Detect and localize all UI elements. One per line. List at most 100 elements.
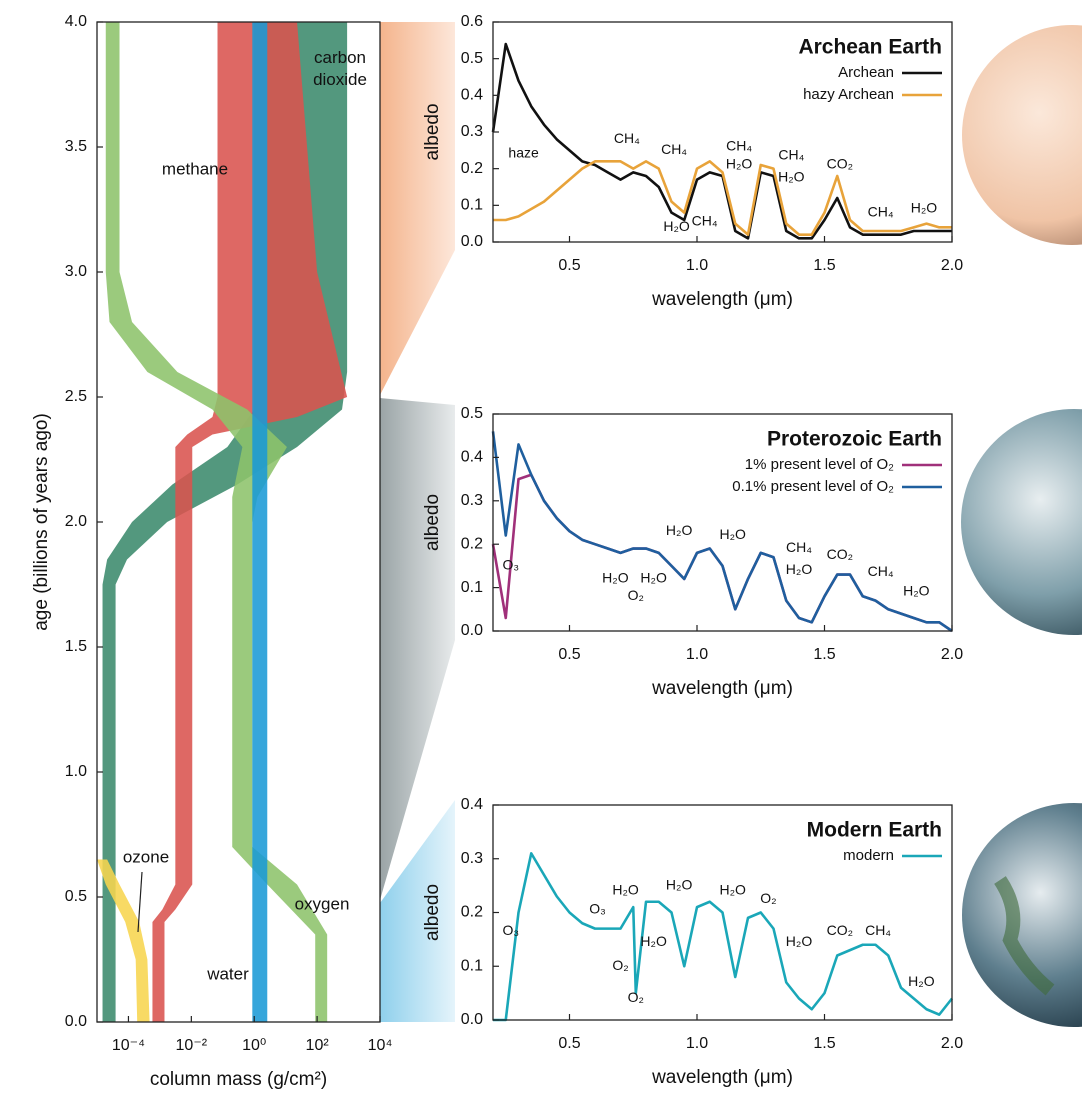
y-tick-label: 0.2: [461, 535, 483, 552]
annotation: O₂: [628, 587, 644, 603]
y-tick-label: 0.3: [461, 123, 483, 140]
band: [252, 22, 268, 1022]
series-label: ozone: [123, 847, 169, 866]
x-tick-label: 2.0: [941, 257, 963, 274]
y-tick-label: 3.5: [65, 138, 87, 155]
x-tick-label: 1.5: [813, 1035, 835, 1052]
y-axis-label: age (billions of years ago): [31, 413, 52, 631]
spectrum-line: [493, 852, 954, 1022]
x-tick-label: 10⁰: [242, 1037, 266, 1054]
y-tick-label: 0.4: [461, 87, 483, 104]
annotation: O₂: [628, 989, 644, 1005]
annotation: CO₂: [827, 546, 853, 562]
legend-label: hazy Archean: [803, 86, 894, 103]
annotation: CH₄: [865, 922, 891, 938]
x-axis-label: wavelength (μm): [651, 678, 793, 699]
annotation: H₂O: [663, 218, 690, 234]
legend-title: Archean Earth: [798, 36, 942, 59]
annotation: O₃: [503, 557, 520, 573]
legend-label: 0.1% present level of O₂: [732, 478, 894, 495]
y-tick-label: 0.0: [461, 233, 483, 250]
y-tick-label: 3.0: [65, 263, 87, 280]
y-tick-label: 0.3: [461, 492, 483, 509]
annotation: H₂O: [640, 933, 667, 949]
x-tick-label: 10⁻²: [176, 1037, 208, 1054]
y-axis-label: albedo: [422, 884, 443, 941]
annotation: O₃: [503, 922, 520, 938]
y-tick-label: 0.1: [461, 957, 483, 974]
annotation: H₂O: [666, 522, 693, 538]
y-axis-label: albedo: [422, 494, 443, 551]
y-tick-label: 2.0: [65, 513, 87, 530]
x-tick-label: 0.5: [558, 646, 580, 663]
annotation: H₂O: [726, 156, 753, 172]
zoom-wedge: [380, 800, 455, 1022]
annotation: CH₄: [868, 563, 894, 579]
annotation: H₂O: [666, 876, 693, 892]
y-tick-label: 0.6: [461, 13, 483, 30]
x-tick-label: 2.0: [941, 1035, 963, 1052]
y-tick-label: 0.2: [461, 160, 483, 177]
legend-title: Proterozoic Earth: [767, 428, 942, 451]
y-tick-label: 0.5: [461, 405, 483, 422]
series-label: carbon dioxide: [313, 48, 367, 89]
annotation: H₂O: [602, 570, 629, 586]
annotation: H₂O: [719, 526, 746, 542]
y-tick-label: 0.4: [461, 796, 483, 813]
legend-label: Archean: [838, 64, 894, 81]
frame: [492, 413, 953, 632]
spectrum-line: [493, 160, 952, 236]
series-label: oxygen: [295, 894, 350, 913]
spectrum-line: [491, 431, 953, 633]
annotation: haze: [508, 145, 539, 161]
y-tick-label: 0.1: [461, 197, 483, 214]
x-axis-label: wavelength (μm): [651, 289, 793, 310]
y-tick-label: 2.5: [65, 388, 87, 405]
annotation: H₂O: [640, 570, 667, 586]
y-tick-label: 0.4: [461, 449, 483, 466]
annotation: CO₂: [827, 156, 853, 172]
annotation: H₂O: [786, 561, 813, 577]
y-tick-label: 0.0: [461, 622, 483, 639]
annotation: CH₄: [661, 141, 687, 157]
y-tick-label: 0.1: [461, 579, 483, 596]
annotation: H₂O: [612, 882, 639, 898]
annotation: CH₄: [868, 203, 894, 219]
annotation: H₂O: [778, 169, 805, 185]
annotation: CH₄: [778, 147, 804, 163]
y-tick-label: 0.3: [461, 850, 483, 867]
annotation: H₂O: [911, 200, 938, 216]
x-tick-label: 2.0: [941, 646, 963, 663]
annotation: H₂O: [719, 882, 746, 898]
zoom-wedge: [380, 398, 455, 900]
band: [105, 22, 328, 1022]
x-tick-label: 0.5: [558, 257, 580, 274]
planet-proterozoic: [961, 409, 1082, 635]
y-tick-label: 0.5: [461, 50, 483, 67]
series-label: water: [206, 964, 249, 983]
y-tick-label: 0.0: [461, 1011, 483, 1028]
annotation: CH₄: [692, 213, 718, 229]
plot-area: [493, 414, 952, 631]
y-axis-label: albedo: [422, 103, 443, 160]
planet-modern: [962, 803, 1082, 1027]
ozone-leader: [137, 871, 143, 933]
x-axis-label: wavelength (μm): [651, 1067, 793, 1088]
y-tick-label: 4.0: [65, 13, 87, 30]
annotation: H₂O: [908, 973, 935, 989]
x-tick-label: 10⁻⁴: [112, 1037, 145, 1054]
x-tick-label: 10²: [306, 1037, 330, 1054]
legend-label: modern: [843, 847, 894, 864]
series-label-text: carbon dioxide: [313, 48, 367, 89]
x-tick-label: 1.5: [813, 646, 835, 663]
annotation: O₂: [760, 890, 776, 906]
annotation: O₂: [612, 957, 628, 973]
y-tick-label: 0.0: [65, 1013, 87, 1030]
legend-label: 1% present level of O₂: [745, 456, 894, 473]
annotation: CO₂: [827, 922, 853, 938]
annotation: H₂O: [903, 583, 930, 599]
x-tick-label: 1.0: [686, 1035, 708, 1052]
band: [152, 22, 348, 1022]
x-tick-label: 1.0: [686, 257, 708, 274]
